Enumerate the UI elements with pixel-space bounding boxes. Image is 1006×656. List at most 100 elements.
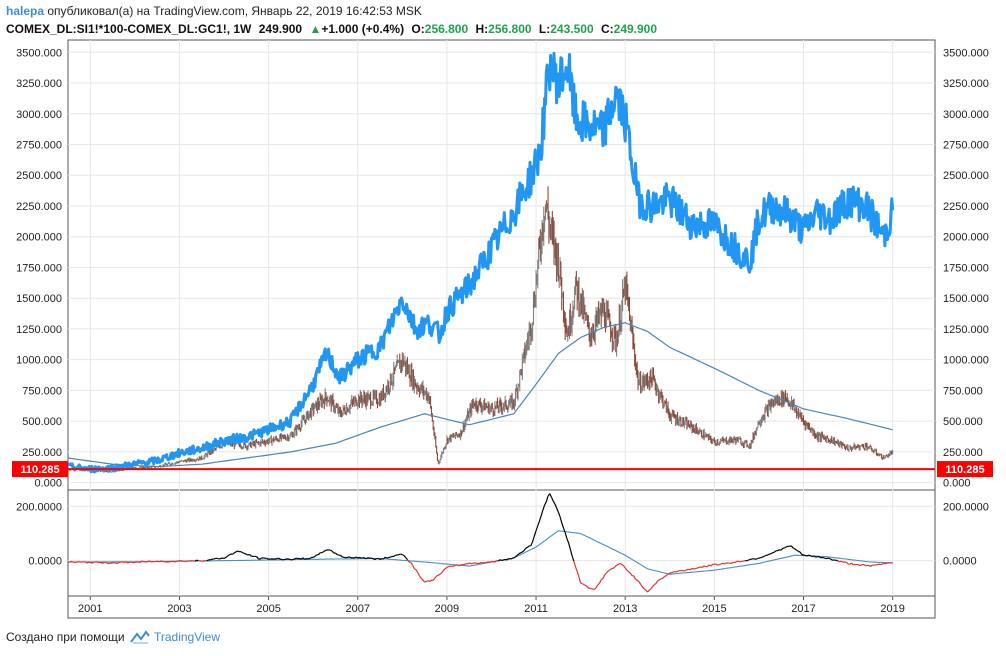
oscillator-segment: [383, 556, 386, 560]
oscillator-segment: [698, 566, 701, 569]
footer-brand-link[interactable]: TradingView: [153, 630, 221, 644]
oscillator-segment: [866, 564, 869, 567]
oscillator-segment: [544, 501, 547, 506]
oscillator-segment: [598, 579, 602, 584]
oscillator-segment: [701, 565, 705, 569]
oscillator-segment: [671, 571, 674, 574]
oscillator-segment: [593, 587, 597, 590]
oscillator-segment: [784, 546, 787, 549]
oscillator-segment: [405, 557, 408, 561]
oscillator-segment: [181, 560, 184, 562]
oscillator-segment: [818, 556, 821, 559]
author-link[interactable]: halepa: [6, 4, 45, 18]
oscillator-segment: [400, 553, 403, 556]
oscillator-segment: [479, 561, 482, 564]
oscillator-segment: [249, 554, 252, 557]
y-tick-right: 3250.000: [943, 78, 989, 90]
oscillator-segment: [86, 561, 89, 564]
oscillator-segment: [643, 588, 647, 591]
oscillator-segment: [409, 561, 412, 564]
oscillator-segment: [304, 558, 307, 560]
oscillator-segment: [568, 542, 571, 550]
x-tick-label: 2019: [880, 603, 904, 615]
oscillator-segment: [805, 554, 808, 557]
oscillator-segment: [510, 558, 513, 560]
oscillator-segment: [609, 568, 612, 571]
oscillator-segment: [525, 546, 528, 549]
oscillator-segment: [564, 532, 568, 539]
y-tick-left: 1750.000: [16, 262, 62, 274]
oscillator-segment: [521, 550, 525, 553]
oscillator-segment: [196, 559, 199, 562]
y-tick-right: 500.000: [943, 416, 983, 428]
oscillator-segment: [76, 561, 79, 563]
oscillator-segment: [552, 500, 556, 505]
oscillator-segment: [365, 557, 369, 560]
oscillator-segment: [885, 562, 888, 565]
oscillator-segment: [557, 511, 561, 517]
y-tick-left: 1250.000: [16, 324, 62, 336]
oscillator-segment: [774, 550, 777, 553]
oscillator-segment: [427, 580, 431, 583]
oscillator-segment: [520, 551, 523, 554]
oscillator-segment: [242, 552, 245, 554]
oscillator-segment: [545, 496, 549, 502]
oscillator-segment: [300, 557, 304, 560]
oscillator-segment: [131, 561, 134, 564]
y-tick-left: 2250.000: [16, 201, 62, 213]
oscillator-segment: [456, 564, 460, 567]
oscillator-segment: [554, 503, 558, 509]
oscillator-segment: [91, 561, 94, 564]
oscillator-segment: [708, 564, 712, 567]
y-tick-left: 1000.000: [16, 355, 62, 367]
oscillator-segment: [228, 553, 232, 556]
oscillator-segment: [472, 562, 475, 565]
oscillator-segment: [762, 555, 765, 558]
oscillator-segment: [653, 582, 657, 586]
oscillator-segment: [124, 561, 127, 563]
oscillator-segment: [659, 578, 662, 581]
oscillator-segment: [374, 557, 377, 561]
oscillator-segment: [172, 560, 175, 563]
oscillator-segment: [676, 570, 679, 573]
close-label: C:: [600, 22, 614, 36]
oscillator-segment: [585, 585, 588, 588]
oscillator-segment: [652, 584, 655, 587]
oscillator-segment: [412, 564, 415, 569]
oscillator-segment: [734, 560, 737, 564]
high-value: 256.800: [488, 22, 532, 36]
oscillator-segment: [340, 555, 343, 558]
oscillator-segment: [612, 566, 616, 569]
oscillator-segment: [569, 549, 573, 556]
oscillator-segment: [299, 558, 302, 560]
oscillator-segment: [292, 558, 295, 561]
oscillator-segment: [724, 562, 727, 565]
oscillator-segment: [549, 493, 553, 498]
oscillator-segment: [667, 572, 671, 575]
oscillator-segment: [206, 559, 209, 562]
oscillator-segment: [424, 580, 427, 583]
oscillator-segment: [691, 567, 694, 570]
oscillator-segment: [105, 561, 108, 564]
oscillator-segment: [538, 515, 542, 522]
osc-y-tick-right: 0.0000: [943, 556, 977, 568]
oscillator-segment: [739, 560, 743, 563]
oscillator-segment: [556, 507, 559, 513]
oscillator-segment: [240, 551, 244, 554]
oscillator-segment: [700, 566, 703, 569]
oscillator-segment: [235, 550, 238, 553]
low-label: L:: [538, 22, 551, 36]
oscillator-segment: [738, 560, 741, 563]
oscillator-segment: [158, 560, 161, 563]
y-tick-left: 2500.000: [16, 170, 62, 182]
oscillator-segment: [468, 562, 472, 565]
oscillator-segment: [114, 561, 117, 564]
footer: Создано при помощи TradingView: [6, 630, 220, 644]
oscillator-segment: [436, 574, 439, 577]
oscillator-segment: [486, 561, 489, 564]
oscillator-segment: [432, 577, 436, 581]
oscillator-segment: [138, 561, 141, 564]
published-text: опубликовал(а) на TradingView.com, Январ…: [47, 4, 422, 18]
oscillator-segment: [830, 558, 833, 561]
